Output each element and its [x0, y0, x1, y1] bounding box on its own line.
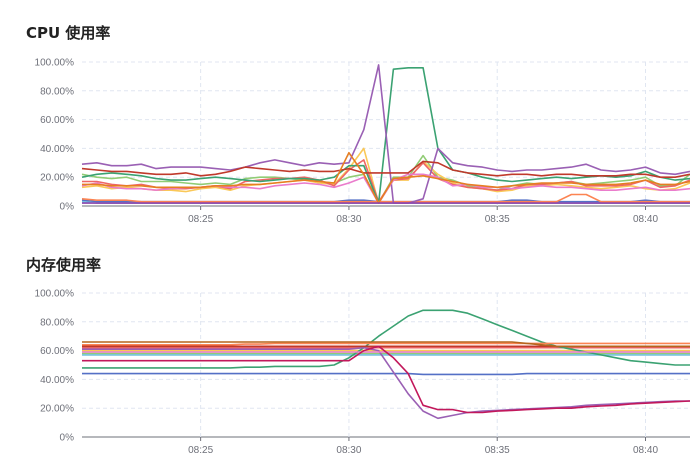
mem-series-line-7[interactable]: [82, 342, 690, 346]
cpu-series-line-8[interactable]: [81, 64, 690, 204]
cpu-y-tick-label: 0%: [60, 202, 75, 213]
memory-usage-chart: 0% 20.00% 40.00% 60.00% 80.00% 100.00% 08:25 08…: [35, 289, 690, 456]
mem-x-tick-label: 08:40: [633, 445, 658, 456]
cpu-series-line-10[interactable]: [81, 160, 690, 178]
cpu-x-tick-label: 08:35: [485, 214, 510, 225]
mem-series-line-1[interactable]: [82, 372, 690, 376]
mem-y-tick-label: 80.00%: [40, 317, 74, 328]
cpu-series-line-7[interactable]: [81, 193, 690, 203]
cpu-y-tick-label: 40.00%: [40, 144, 74, 155]
mem-series-line-8[interactable]: [82, 346, 690, 420]
cpu-x-tick-label: 08:25: [188, 214, 213, 225]
mem-x-tick-label: 08:30: [336, 445, 361, 456]
cpu-y-tick-label: 80.00%: [40, 86, 74, 97]
memory-usage-title: 内存使用率: [26, 256, 102, 274]
mem-x-tick-label: 08:25: [188, 445, 213, 456]
cpu-x-tick-label: 08:40: [633, 214, 658, 225]
mem-series-line-6[interactable]: [82, 309, 690, 369]
mem-y-tick-label: 60.00%: [40, 346, 74, 357]
mem-y-tick-label: 40.00%: [40, 375, 74, 386]
mem-series-line-12[interactable]: [82, 345, 690, 414]
cpu-y-tick-label: 60.00%: [40, 115, 74, 126]
cpu-series-line-11[interactable]: [82, 151, 690, 204]
cpu-x-tick-label: 08:30: [336, 214, 361, 225]
mem-series-line-11[interactable]: [82, 341, 690, 348]
mem-x-tick-label: 08:35: [485, 445, 510, 456]
mem-y-tick-label: 100.00%: [35, 289, 75, 300]
cpu-usage-title: CPU 使用率: [26, 24, 111, 42]
cpu-usage-chart: 0% 20.00% 40.00% 60.00% 80.00% 100.00% 08:25 08…: [35, 58, 690, 225]
mem-y-tick-label: 20.00%: [40, 404, 74, 415]
mem-y-tick-label: 0%: [60, 433, 75, 444]
cpu-y-tick-label: 100.00%: [35, 58, 75, 69]
cpu-y-tick-label: 20.00%: [40, 173, 74, 184]
